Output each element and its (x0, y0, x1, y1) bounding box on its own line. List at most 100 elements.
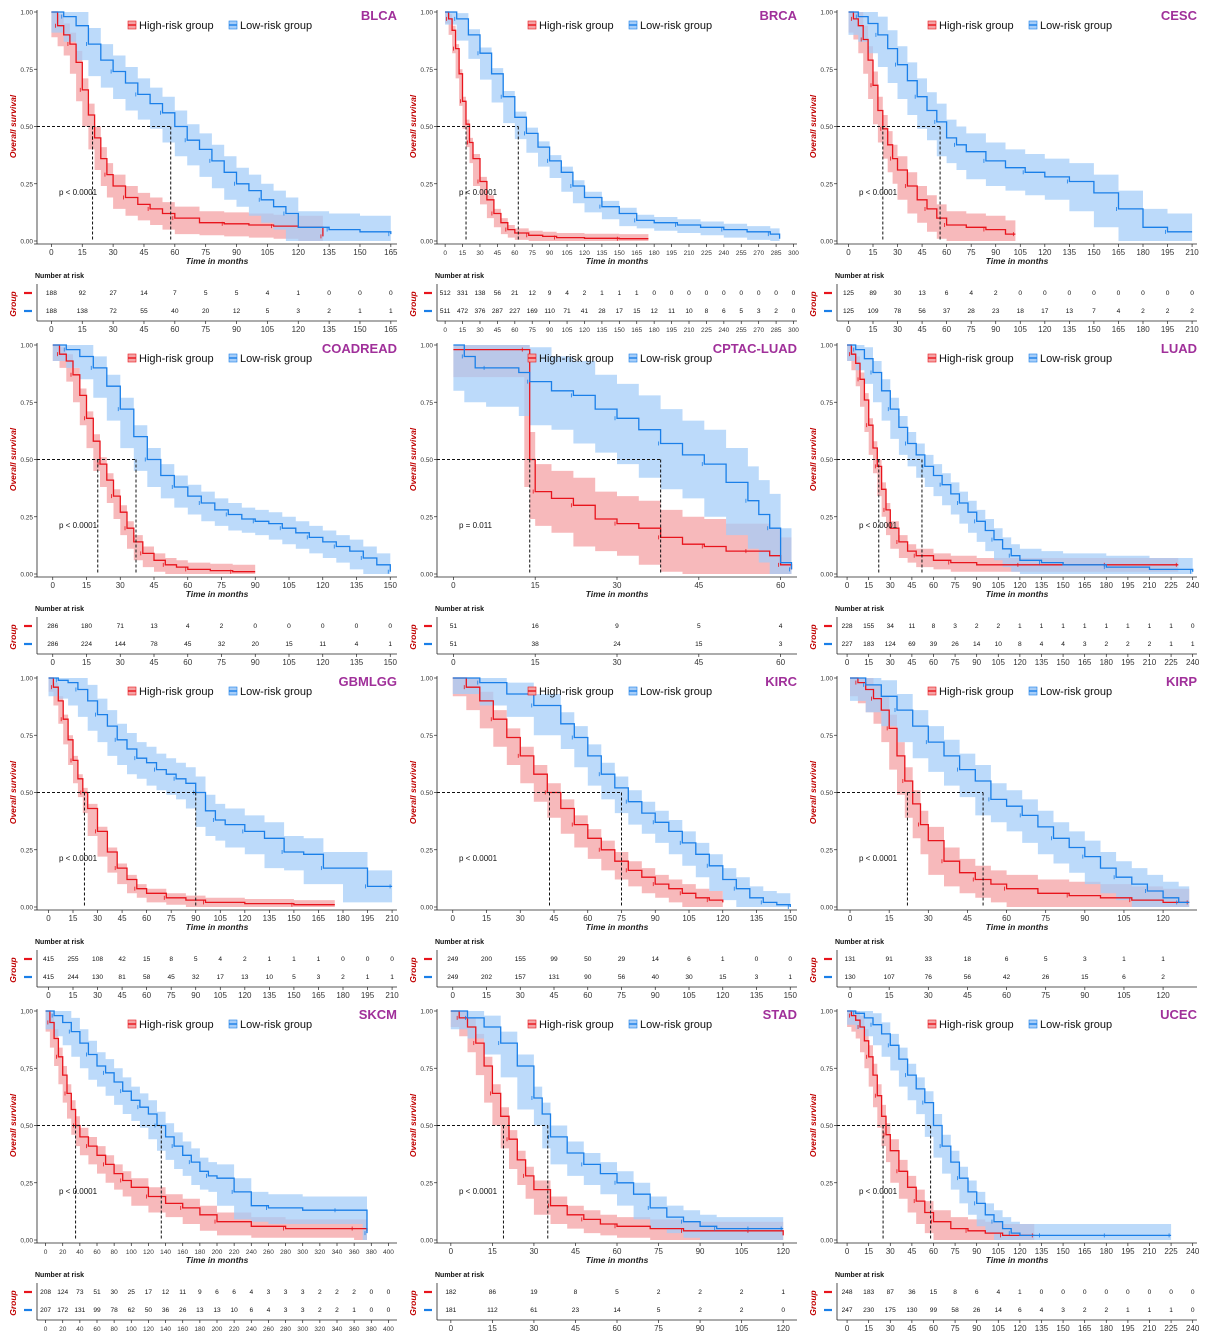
risk-count-low: 376 (474, 308, 485, 315)
legend-label-high: High-risk group (939, 1019, 1014, 1031)
x-tick-label: 120 (1013, 1247, 1027, 1256)
risk-x-tick-label: 45 (150, 658, 159, 666)
risk-x-tick-label: 135 (750, 991, 764, 999)
x-tick-label: 60 (1002, 914, 1011, 923)
x-tick-label: 255 (736, 250, 747, 257)
x-axis-label: Time in months (986, 256, 1049, 266)
risk-count-low: 6 (1018, 1307, 1022, 1314)
risk-count-low: 61 (530, 1307, 538, 1314)
risk-count-high: 0 (1068, 290, 1072, 297)
risk-x-tick-label: 45 (963, 991, 972, 999)
x-tick-label: 120 (292, 248, 306, 257)
risk-x-tick-label: 210 (1143, 658, 1157, 666)
risk-count-high: 1 (317, 956, 321, 963)
risk-x-tick-label: 0 (845, 1324, 850, 1332)
risk-count-high: 2 (352, 1289, 356, 1296)
risk-count-low: 0 (369, 1307, 373, 1314)
risk-x-tick-label: 160 (177, 1326, 188, 1332)
risk-count-high: 0 (1104, 1289, 1108, 1296)
km-panel-luad: 0.00 0.25 0.50 0.75 1.00 0 15 30 45 60 75 90 105 120 1… (800, 333, 1205, 666)
risk-x-tick-label: 180 (1100, 1324, 1114, 1332)
risk-count-high: 8 (169, 956, 173, 963)
risk-x-tick-label: 180 (1136, 325, 1150, 333)
risk-x-tick-label: 60 (942, 325, 951, 333)
y-tick-label: 0.50 (420, 124, 433, 131)
risk-count-high: 0 (705, 290, 709, 297)
risk-count-low: 4 (355, 641, 359, 648)
risk-table-group-label: Group (8, 1290, 18, 1316)
risk-table-title: Number at risk (435, 1272, 484, 1279)
risk-x-tick-label: 210 (684, 327, 695, 333)
risk-count-high: 0 (1040, 1289, 1044, 1296)
risk-count-low: 62 (128, 1307, 136, 1314)
x-tick-label: 75 (201, 248, 210, 257)
risk-count-high: 200 (481, 956, 492, 963)
low-risk-survival-curve (51, 11, 392, 235)
risk-count-low: 110 (544, 308, 555, 315)
risk-x-tick-label: 195 (1121, 658, 1135, 666)
risk-table-title: Number at risk (835, 1272, 884, 1279)
risk-count-high: 15 (143, 956, 151, 963)
risk-x-tick-label: 150 (1056, 658, 1070, 666)
risk-x-tick-label: 165 (312, 991, 326, 999)
risk-count-low: 175 (885, 1307, 896, 1314)
risk-count-high: 8 (932, 623, 936, 630)
x-tick-label: 150 (614, 250, 625, 257)
legend-label-high: High-risk group (939, 20, 1014, 32)
x-tick-label: 105 (1117, 914, 1131, 923)
risk-count-high: 228 (842, 623, 853, 630)
y-tick-label: 0.25 (20, 181, 33, 188)
risk-count-high: 0 (792, 290, 796, 297)
risk-count-high: 0 (1126, 1289, 1130, 1296)
risk-x-tick-label: 150 (784, 991, 798, 999)
risk-x-tick-label: 120 (1013, 658, 1027, 666)
risk-x-tick-label: 0 (51, 658, 56, 666)
risk-count-high: 155 (863, 623, 874, 630)
risk-x-tick-label: 150 (384, 658, 398, 666)
x-axis-label: Time in months (586, 1255, 649, 1265)
risk-count-low: 107 (884, 974, 895, 981)
risk-count-low: 6 (249, 1307, 253, 1314)
risk-table-title: Number at risk (35, 939, 84, 946)
y-axis-label: Overall survival (808, 760, 818, 824)
risk-x-tick-label: 195 (1161, 325, 1175, 333)
panel-title: UCEC (1160, 1007, 1197, 1022)
x-tick-label: 360 (349, 1249, 360, 1256)
x-tick-label: 225 (1164, 581, 1178, 590)
x-tick-label: 60 (511, 250, 519, 257)
x-tick-label: 20 (59, 1249, 67, 1256)
risk-x-tick-label: 0 (848, 991, 853, 999)
y-tick-label: 0.50 (20, 457, 33, 464)
risk-count-high: 1 (600, 290, 604, 297)
risk-count-high: 0 (687, 290, 691, 297)
risk-x-tick-label: 45 (494, 327, 502, 333)
risk-count-low: 23 (572, 1307, 580, 1314)
risk-count-low: 50 (145, 1307, 153, 1314)
x-tick-label: 90 (991, 248, 1000, 257)
risk-count-low: 287 (492, 308, 503, 315)
low-risk-survival-curve (847, 344, 1194, 572)
y-tick-label: 0.75 (420, 400, 433, 407)
x-tick-label: 30 (613, 581, 622, 590)
risk-x-tick-label: 105 (992, 1324, 1006, 1332)
risk-count-low: 13 (241, 974, 249, 981)
km-svg: 0.000.250.500.751.000 15 30 45 60 75 90 105 120 1… (808, 341, 1200, 666)
risk-count-low: 4 (1061, 641, 1065, 648)
x-tick-label: 45 (150, 581, 159, 590)
risk-count-high: 0 (389, 290, 393, 297)
risk-x-tick-label: 280 (280, 1326, 291, 1332)
x-tick-label: 30 (109, 248, 118, 257)
legend-label-high: High-risk group (939, 686, 1014, 698)
risk-x-tick-label: 180 (336, 991, 350, 999)
risk-x-tick-label: 105 (682, 991, 696, 999)
risk-x-tick-label: 300 (297, 1326, 308, 1332)
y-tick-label: 0.25 (420, 1180, 433, 1187)
x-tick-label: 135 (350, 581, 364, 590)
risk-x-tick-label: 165 (1078, 1324, 1092, 1332)
y-tick-label: 1.00 (20, 343, 33, 350)
risk-count-high: 3 (284, 1289, 288, 1296)
risk-count-high: 5 (194, 956, 198, 963)
p-value-label: p < 0.0001 (859, 188, 898, 197)
